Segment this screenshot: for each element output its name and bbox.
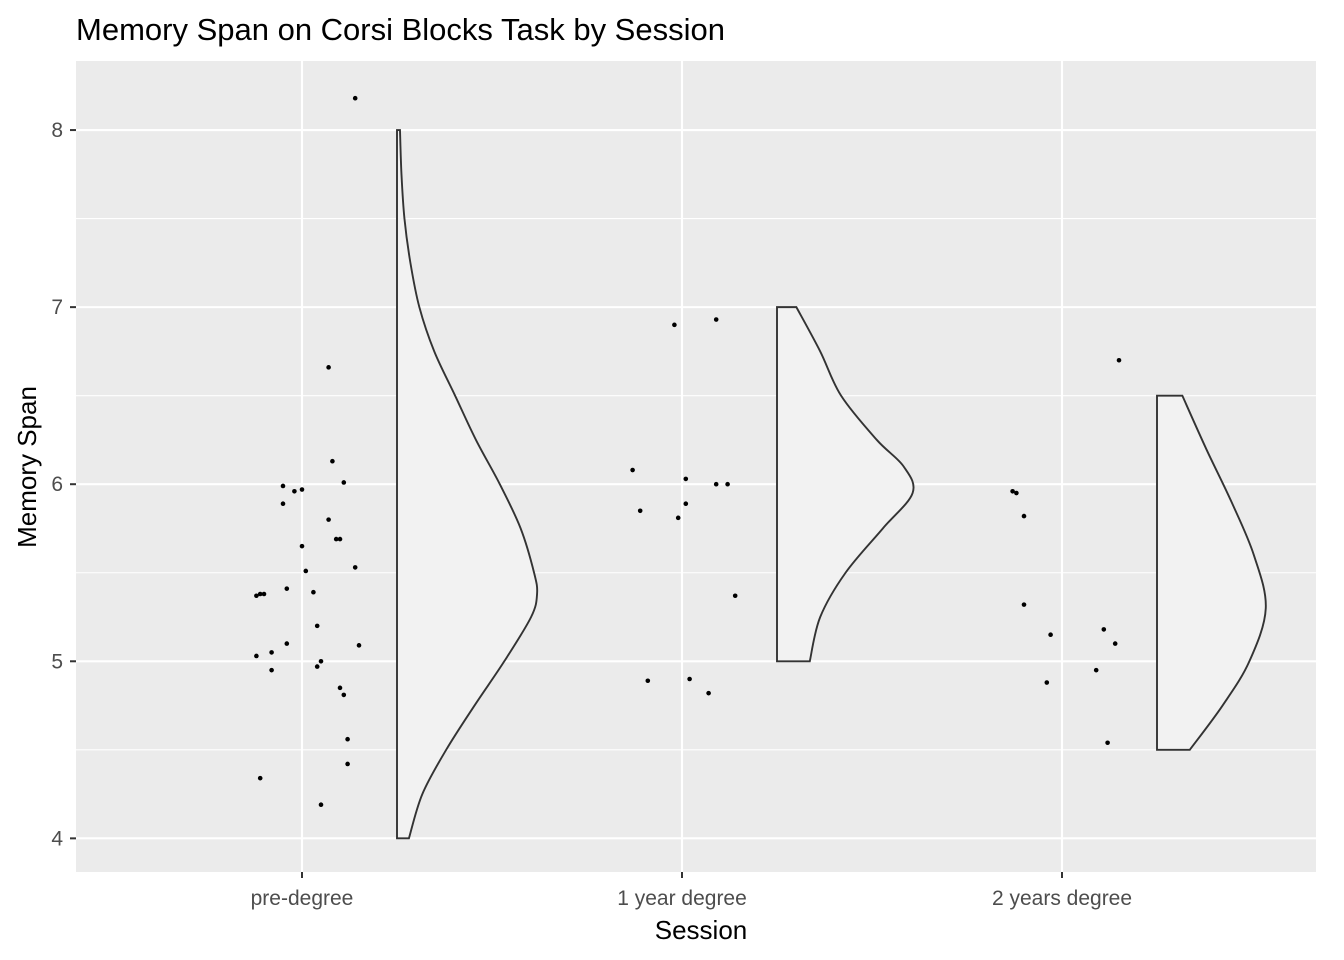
x-tick-label: 1 year degree	[617, 887, 747, 910]
data-point	[637, 508, 643, 514]
data-point	[713, 317, 719, 322]
data-point	[254, 593, 259, 599]
data-point	[1112, 641, 1118, 646]
data-point	[1014, 490, 1019, 496]
y-tick-label: 4	[51, 827, 63, 850]
data-point	[326, 365, 331, 370]
plot-panel	[76, 61, 1316, 872]
violin-1	[396, 129, 539, 840]
data-point	[303, 568, 309, 574]
jittered-points	[254, 95, 1122, 808]
data-point	[261, 591, 267, 597]
x-tick-label: pre-degree	[251, 887, 354, 910]
x-axis: pre-degree 1 year degree 2 years degree	[251, 872, 1132, 910]
data-point	[683, 476, 689, 482]
data-point	[341, 692, 347, 698]
data-point	[280, 483, 286, 489]
y-axis-title: Memory Span	[12, 386, 42, 548]
violins	[396, 129, 1267, 840]
data-point	[314, 664, 320, 669]
data-point	[326, 517, 331, 522]
data-point	[352, 565, 358, 570]
y-tick-label: 5	[51, 650, 63, 673]
data-point	[318, 802, 324, 808]
data-point	[284, 641, 290, 646]
data-point	[337, 685, 343, 691]
data-point	[292, 488, 297, 494]
data-point	[257, 591, 263, 597]
data-point	[284, 586, 290, 591]
y-tick-label: 7	[51, 296, 63, 319]
data-point	[713, 481, 719, 487]
data-point	[254, 653, 259, 659]
data-point	[732, 593, 738, 599]
data-point	[1010, 488, 1015, 494]
data-point	[318, 658, 324, 664]
data-point	[672, 322, 677, 328]
data-point	[645, 678, 651, 684]
data-point	[706, 690, 711, 696]
x-tick-label: 2 years degree	[992, 887, 1132, 910]
data-point	[330, 458, 335, 464]
data-point	[299, 543, 305, 549]
chart-title: Memory Span on Corsi Blocks Task by Sess…	[76, 12, 725, 47]
data-point	[725, 481, 730, 487]
data-point	[345, 736, 350, 742]
data-point	[337, 536, 343, 542]
major-gridlines	[76, 61, 1316, 872]
violin-2	[776, 306, 915, 663]
data-point	[299, 487, 305, 492]
data-point	[280, 501, 286, 506]
data-point	[269, 667, 274, 673]
data-point	[1021, 602, 1027, 607]
violin-3	[1156, 394, 1267, 751]
data-point	[269, 650, 274, 655]
y-tick-label: 8	[51, 119, 63, 142]
data-point	[675, 515, 681, 521]
data-point	[1044, 680, 1050, 685]
data-point	[311, 589, 316, 595]
y-tick-label: 6	[51, 473, 63, 496]
data-point	[1105, 740, 1110, 746]
data-point	[687, 676, 692, 682]
data-point	[1093, 667, 1099, 673]
data-point	[257, 775, 263, 781]
minor-gridlines	[76, 218, 1316, 751]
data-point	[683, 501, 689, 506]
x-axis-title: Session	[655, 915, 748, 945]
data-point	[1048, 632, 1053, 638]
data-point	[341, 480, 347, 485]
data-point	[345, 761, 350, 767]
y-axis: 4 5 6 7 8	[51, 119, 76, 850]
data-point	[314, 623, 320, 629]
data-point	[1101, 627, 1107, 632]
data-point	[352, 95, 358, 101]
data-point	[630, 467, 635, 473]
data-point	[356, 643, 362, 648]
data-point	[1021, 513, 1027, 519]
data-point	[333, 536, 339, 542]
data-point	[1116, 357, 1122, 363]
